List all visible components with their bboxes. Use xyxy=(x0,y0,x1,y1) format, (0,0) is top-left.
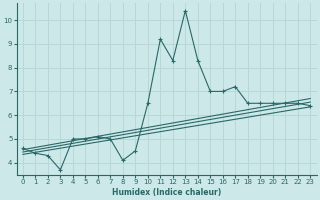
X-axis label: Humidex (Indice chaleur): Humidex (Indice chaleur) xyxy=(112,188,221,197)
